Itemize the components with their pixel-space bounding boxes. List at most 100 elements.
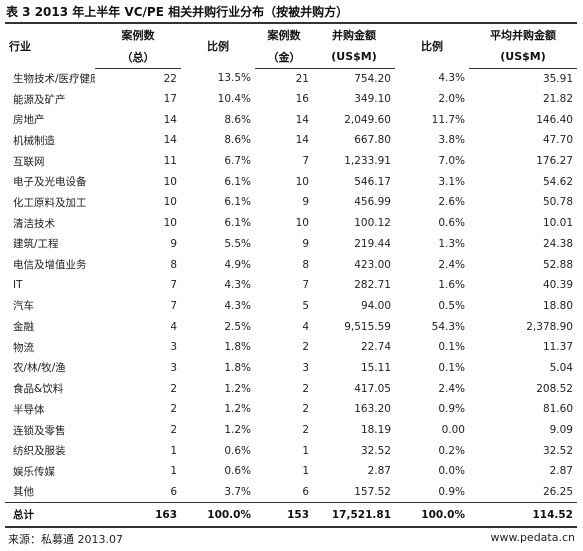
cell-ratio-amount: 11.7% bbox=[431, 113, 465, 126]
cell-amount: 15.11 bbox=[360, 361, 391, 374]
cell-ratio-amount: 54.3% bbox=[431, 320, 465, 333]
cell-industry: 电子及光电设备 bbox=[13, 176, 87, 189]
industry-distribution-table: 行业 案例数 比例 案例数 并购金额 比例 平均并购金额 （总） （金） (US… bbox=[5, 24, 577, 527]
cell-ratio-cases: 8.6% bbox=[224, 113, 251, 126]
table-row: 建筑/工程 9 5.5% 9 219.44 1.3% 24.38 bbox=[5, 234, 577, 255]
cell-industry: 其他 bbox=[13, 486, 34, 499]
cell-avg-amount: 5.04 bbox=[549, 361, 573, 374]
cell-industry: 汽车 bbox=[13, 300, 34, 313]
cell-amount: 100.12 bbox=[354, 217, 391, 230]
table-row: 汽车 7 4.3% 5 94.00 0.5% 18.80 bbox=[5, 296, 577, 317]
cell-ratio-amount: 0.1% bbox=[438, 341, 465, 354]
table-row: 纺织及服装 1 0.6% 1 32.52 0.2% 32.52 bbox=[5, 440, 577, 461]
cell-ratio-cases: 0.6% bbox=[224, 465, 251, 478]
cell-cases-amount: 8 bbox=[302, 258, 309, 271]
cell-cases-amount: 2 bbox=[302, 403, 309, 416]
table-row: 能源及矿产 17 10.4% 16 349.10 2.0% 21.82 bbox=[5, 89, 577, 110]
table-row: 化工原料及加工 10 6.1% 9 456.99 2.6% 50.78 bbox=[5, 192, 577, 213]
total-cases-total: 163 bbox=[95, 501, 181, 527]
cell-avg-amount: 47.70 bbox=[542, 134, 573, 147]
cell-cases-amount: 21 bbox=[295, 72, 309, 85]
cell-cases-total: 8 bbox=[170, 258, 177, 271]
header-ratio-amount: 比例 bbox=[421, 40, 443, 53]
total-ratio-amount: 100.0% bbox=[395, 501, 469, 527]
cell-industry: 物流 bbox=[13, 341, 34, 354]
cell-cases-total: 7 bbox=[170, 299, 177, 312]
cell-cases-amount: 14 bbox=[295, 134, 309, 147]
cell-cases-amount: 16 bbox=[295, 93, 309, 106]
header-cases-amount: 案例数 bbox=[267, 29, 301, 42]
total-ratio-cases: 100.0% bbox=[181, 501, 255, 527]
total-amount: 17,521.81 bbox=[313, 501, 395, 527]
cell-cases-total: 6 bbox=[170, 485, 177, 498]
source-note: 来源：私募通 2013.07 bbox=[8, 533, 123, 546]
table-row: 清洁技术 10 6.1% 10 100.12 0.6% 10.01 bbox=[5, 213, 577, 234]
cell-cases-total: 10 bbox=[163, 175, 177, 188]
cell-ratio-amount: 0.6% bbox=[438, 217, 465, 230]
cell-amount: 32.52 bbox=[360, 444, 391, 457]
cell-ratio-cases: 1.8% bbox=[224, 341, 251, 354]
total-label: 总计 bbox=[5, 501, 95, 527]
cell-cases-amount: 14 bbox=[295, 113, 309, 126]
cell-ratio-cases: 10.4% bbox=[217, 93, 251, 106]
cell-avg-amount: 50.78 bbox=[542, 196, 573, 209]
cell-avg-amount: 146.40 bbox=[536, 113, 573, 126]
table-row: 其他 6 3.7% 6 157.52 0.9% 26.25 bbox=[5, 482, 577, 503]
cell-industry: 半导体 bbox=[13, 403, 45, 416]
cell-avg-amount: 10.01 bbox=[542, 217, 573, 230]
site-url: www.pedata.cn bbox=[490, 531, 575, 544]
cell-avg-amount: 176.27 bbox=[536, 155, 573, 168]
cell-cases-total: 14 bbox=[163, 134, 177, 147]
cell-ratio-amount: 2.6% bbox=[438, 196, 465, 209]
cell-ratio-cases: 1.2% bbox=[224, 424, 251, 437]
cell-cases-total: 11 bbox=[163, 155, 177, 168]
total-row: 总计 163 100.0% 153 17,521.81 100.0% 114.5… bbox=[5, 501, 577, 527]
cell-cases-total: 10 bbox=[163, 196, 177, 209]
cell-industry: 机械制造 bbox=[13, 134, 55, 147]
cell-industry: 食品&饮料 bbox=[13, 383, 64, 396]
cell-cases-total: 3 bbox=[170, 341, 177, 354]
table-row: 半导体 2 1.2% 2 163.20 0.9% 81.60 bbox=[5, 399, 577, 420]
cell-cases-total: 9 bbox=[170, 237, 177, 250]
cell-amount: 18.19 bbox=[360, 424, 391, 437]
cell-ratio-amount: 0.9% bbox=[438, 485, 465, 498]
cell-avg-amount: 21.82 bbox=[542, 93, 573, 106]
cell-ratio-amount: 2.0% bbox=[438, 93, 465, 106]
cell-cases-amount: 10 bbox=[295, 175, 309, 188]
cell-amount: 9,515.59 bbox=[344, 320, 391, 333]
cell-ratio-cases: 8.6% bbox=[224, 134, 251, 147]
cell-industry: 电信及增值业务 bbox=[13, 259, 87, 272]
cell-cases-amount: 5 bbox=[302, 299, 309, 312]
cell-cases-total: 14 bbox=[163, 113, 177, 126]
cell-avg-amount: 35.91 bbox=[542, 72, 573, 85]
cell-cases-amount: 7 bbox=[302, 279, 309, 292]
cell-ratio-cases: 4.3% bbox=[224, 299, 251, 312]
header-ratio-cases: 比例 bbox=[207, 40, 229, 53]
header-amount: 并购金额 bbox=[332, 29, 376, 42]
cell-avg-amount: 26.25 bbox=[542, 485, 573, 498]
table-row: 金融 4 2.5% 4 9,515.59 54.3% 2,378.90 bbox=[5, 316, 577, 337]
cell-cases-amount: 2 bbox=[302, 341, 309, 354]
cell-industry: 农/林/牧/渔 bbox=[13, 362, 66, 375]
cell-industry: 能源及矿产 bbox=[13, 93, 66, 106]
cell-industry: 清洁技术 bbox=[13, 217, 55, 230]
cell-industry: 互联网 bbox=[13, 155, 45, 168]
cell-ratio-amount: 0.5% bbox=[438, 299, 465, 312]
cell-amount: 2.87 bbox=[367, 465, 391, 478]
cell-industry: 化工原料及加工 bbox=[13, 196, 87, 209]
cell-ratio-cases: 13.5% bbox=[217, 72, 251, 85]
total-avg-amount: 114.52 bbox=[469, 501, 577, 527]
table-row: 生物技术/医疗健康 22 13.5% 21 754.20 4.3% 35.91 bbox=[5, 68, 577, 89]
cell-ratio-amount: 0.9% bbox=[438, 403, 465, 416]
table-row: 机械制造 14 8.6% 14 667.80 3.8% 47.70 bbox=[5, 130, 577, 151]
cell-cases-total: 10 bbox=[163, 217, 177, 230]
header-avg-amount: 平均并购金额 bbox=[490, 29, 556, 42]
cell-ratio-amount: 3.8% bbox=[438, 134, 465, 147]
cell-cases-total: 2 bbox=[170, 403, 177, 416]
cell-cases-total: 4 bbox=[170, 320, 177, 333]
cell-ratio-amount: 1.6% bbox=[438, 279, 465, 292]
header-cases-amount-sub: （金） bbox=[255, 46, 313, 69]
cell-ratio-cases: 1.8% bbox=[224, 361, 251, 374]
table-header: 行业 案例数 比例 案例数 并购金额 比例 平均并购金额 （总） （金） (US… bbox=[5, 24, 577, 69]
table-row: IT 7 4.3% 7 282.71 1.6% 40.39 bbox=[5, 275, 577, 296]
